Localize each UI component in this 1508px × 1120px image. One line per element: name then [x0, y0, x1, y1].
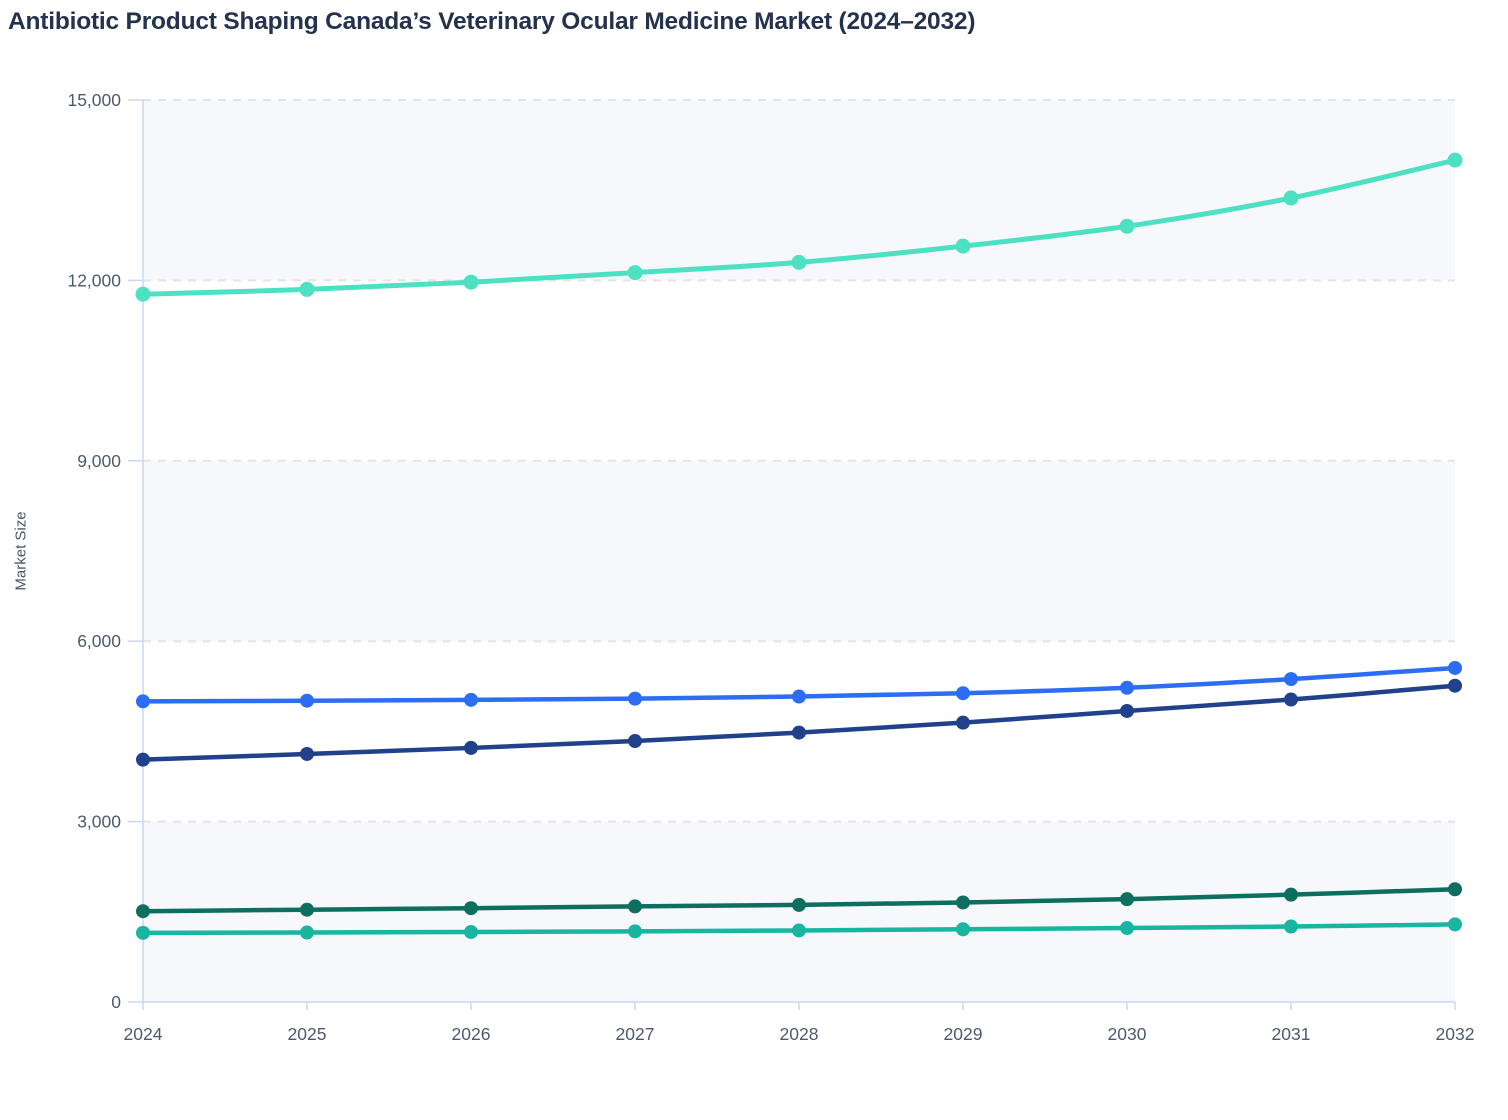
data-point[interactable] [956, 686, 970, 701]
data-point[interactable] [955, 238, 971, 254]
data-point[interactable] [628, 734, 642, 749]
x-tick-label: 2030 [1108, 1024, 1147, 1044]
data-point[interactable] [1283, 190, 1299, 206]
y-tick-label: 0 [111, 992, 121, 1012]
data-point[interactable] [136, 694, 150, 709]
x-tick-label: 2028 [780, 1024, 819, 1044]
y-tick-label: 9,000 [77, 451, 121, 471]
data-point[interactable] [1284, 672, 1298, 687]
y-tick-label: 12,000 [67, 270, 121, 290]
data-point[interactable] [464, 901, 478, 916]
data-point[interactable] [464, 924, 478, 939]
x-tick-label: 2031 [1272, 1024, 1311, 1044]
data-point[interactable] [136, 925, 150, 940]
data-point[interactable] [464, 740, 478, 755]
data-point[interactable] [1119, 218, 1135, 234]
data-point[interactable] [299, 281, 315, 297]
data-point[interactable] [1447, 152, 1463, 168]
data-point[interactable] [136, 904, 150, 919]
data-point[interactable] [1448, 882, 1462, 897]
data-point[interactable] [136, 752, 150, 767]
data-point[interactable] [956, 715, 970, 730]
data-point[interactable] [792, 897, 806, 912]
x-tick-label: 2026 [452, 1024, 491, 1044]
data-point[interactable] [956, 895, 970, 910]
data-point[interactable] [1120, 703, 1134, 718]
data-point[interactable] [956, 922, 970, 937]
y-tick-label: 6,000 [77, 631, 121, 651]
data-point[interactable] [791, 254, 807, 270]
data-point[interactable] [628, 899, 642, 914]
data-point[interactable] [300, 902, 314, 917]
data-point[interactable] [628, 691, 642, 706]
y-tick-label: 3,000 [77, 812, 121, 832]
data-point[interactable] [300, 693, 314, 708]
data-point[interactable] [1284, 692, 1298, 707]
data-point[interactable] [1120, 680, 1134, 695]
data-point[interactable] [1448, 917, 1462, 932]
x-tick-label: 2024 [124, 1024, 163, 1044]
chart-title: Antibiotic Product Shaping Canada’s Vete… [8, 8, 976, 35]
data-point[interactable] [628, 924, 642, 939]
data-point[interactable] [792, 725, 806, 740]
data-point[interactable] [135, 286, 151, 302]
y-tick-label: 15,000 [67, 90, 121, 110]
data-point[interactable] [1284, 887, 1298, 902]
x-tick-label: 2032 [1436, 1024, 1475, 1044]
data-point[interactable] [1448, 660, 1462, 675]
data-point[interactable] [1120, 892, 1134, 907]
grid-band [143, 100, 1455, 281]
data-point[interactable] [792, 689, 806, 704]
data-point[interactable] [463, 274, 479, 290]
x-tick-label: 2029 [944, 1024, 983, 1044]
data-point[interactable] [1448, 678, 1462, 693]
data-point[interactable] [300, 746, 314, 761]
x-tick-label: 2027 [616, 1024, 655, 1044]
x-tick-label: 2025 [288, 1024, 327, 1044]
grid-band [143, 460, 1455, 642]
data-point[interactable] [627, 265, 643, 281]
data-point[interactable] [1284, 919, 1298, 934]
data-point[interactable] [464, 692, 478, 707]
data-point[interactable] [792, 923, 806, 938]
data-point[interactable] [300, 925, 314, 940]
data-point[interactable] [1120, 921, 1134, 936]
